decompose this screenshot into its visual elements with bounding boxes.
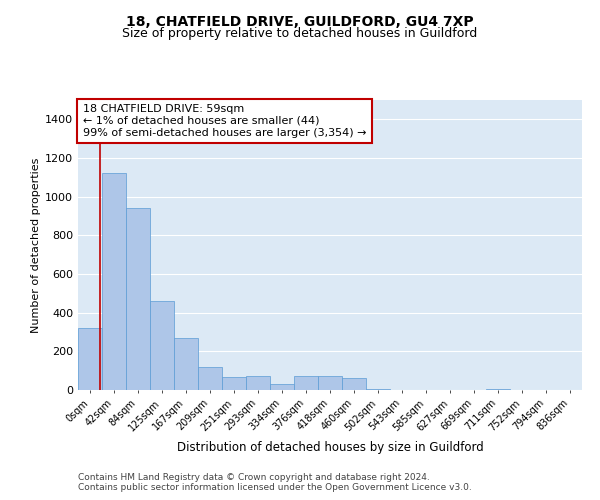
- Bar: [486, 389, 510, 390]
- Y-axis label: Number of detached properties: Number of detached properties: [31, 158, 41, 332]
- X-axis label: Distribution of detached houses by size in Guildford: Distribution of detached houses by size …: [176, 441, 484, 454]
- Bar: [294, 376, 318, 390]
- Bar: [102, 174, 126, 390]
- Bar: [126, 208, 150, 390]
- Bar: [198, 367, 222, 390]
- Bar: [246, 376, 270, 390]
- Bar: [270, 384, 294, 390]
- Text: 18 CHATFIELD DRIVE: 59sqm
← 1% of detached houses are smaller (44)
99% of semi-d: 18 CHATFIELD DRIVE: 59sqm ← 1% of detach…: [83, 104, 367, 138]
- Text: Contains HM Land Registry data © Crown copyright and database right 2024.
Contai: Contains HM Land Registry data © Crown c…: [78, 472, 472, 492]
- Bar: [366, 389, 390, 390]
- Bar: [174, 338, 198, 390]
- Bar: [318, 376, 342, 390]
- Text: 18, CHATFIELD DRIVE, GUILDFORD, GU4 7XP: 18, CHATFIELD DRIVE, GUILDFORD, GU4 7XP: [126, 15, 474, 29]
- Bar: [150, 301, 174, 390]
- Bar: [78, 328, 102, 390]
- Bar: [342, 378, 366, 390]
- Bar: [222, 378, 246, 390]
- Text: Size of property relative to detached houses in Guildford: Size of property relative to detached ho…: [122, 28, 478, 40]
